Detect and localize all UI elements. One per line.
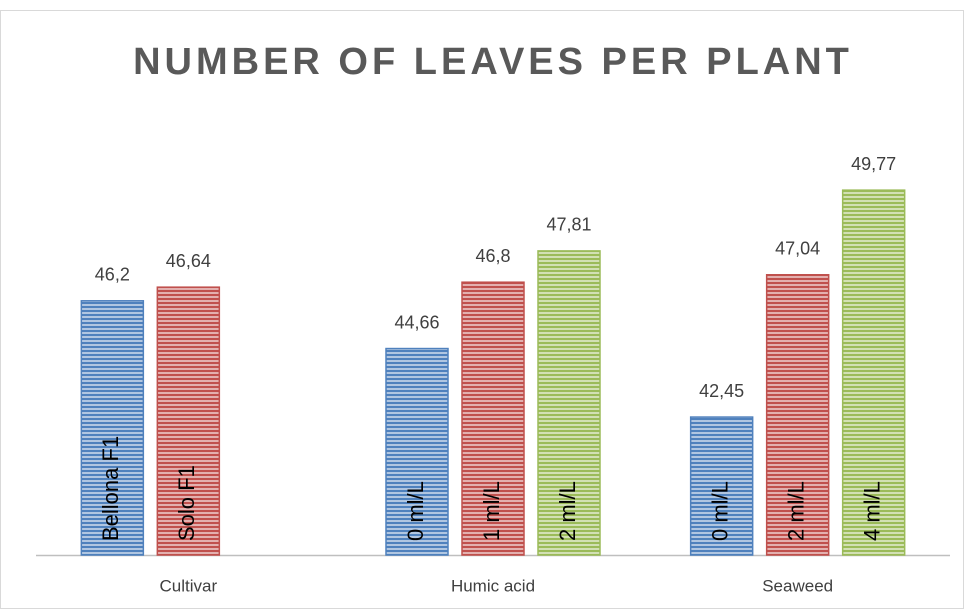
value-label: 46,8: [475, 246, 510, 266]
value-label: 47,81: [546, 215, 591, 235]
x-tick-label: Cultivar: [160, 576, 218, 595]
bar: [841, 189, 906, 556]
bar: [385, 347, 449, 556]
chart-title: NUMBER OF LEAVES PER PLANT: [133, 41, 853, 83]
bar-label: Solo F1: [174, 465, 199, 541]
x-tick-label: Seaweed: [762, 576, 833, 595]
value-label: 47,04: [775, 239, 820, 259]
bar-label: 2 ml/L: [555, 481, 580, 541]
value-label: 46,2: [95, 265, 130, 285]
value-label: 44,66: [394, 312, 439, 332]
value-label: 49,77: [851, 154, 896, 174]
bar-label: Bellona F1: [98, 436, 123, 541]
bar: [80, 300, 145, 556]
x-tick-label: Humic acid: [451, 576, 535, 595]
bar: [156, 286, 221, 556]
bar-label: 0 ml/L: [707, 481, 732, 541]
bar-label: 1 ml/L: [479, 481, 504, 541]
value-label: 42,45: [699, 381, 744, 401]
value-label: 46,64: [166, 251, 211, 271]
bar: [537, 250, 601, 556]
bar-label: 4 ml/L: [859, 481, 884, 541]
bar-label: 2 ml/L: [783, 481, 808, 541]
bar: [461, 281, 525, 556]
bar: [765, 274, 830, 556]
bar: [689, 416, 754, 556]
bar-label: 0 ml/L: [403, 481, 428, 541]
